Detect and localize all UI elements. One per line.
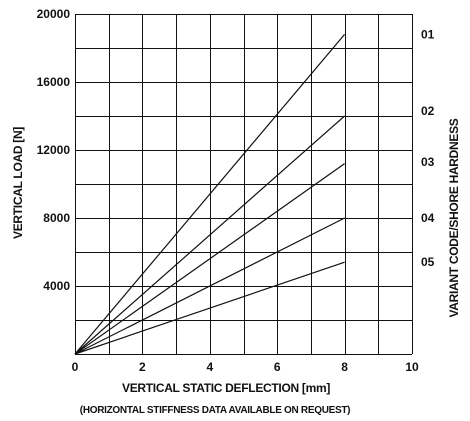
series-line-04 [74,217,345,355]
variant-label: 04 [421,211,435,225]
x-tick-label: 6 [274,360,281,374]
grid [75,14,413,355]
variant-label: 01 [421,27,435,41]
x-tick-labels: 0 2 4 6 8 10 [72,360,419,374]
series-line-02 [74,115,345,355]
right-axis-title: VARIANT CODE/SHORE HARDNESS [447,118,461,317]
y-tick-label: 20000 [37,7,71,21]
series-line-05 [74,261,345,355]
series-line-03 [74,163,345,355]
x-axis-title: VERTICAL STATIC DEFLECTION [mm] [122,381,330,395]
y-tick-label: 12000 [37,143,71,157]
variant-labels: 01 02 03 04 05 [421,27,435,269]
y-tick-label: 16000 [37,75,71,89]
series-lines [74,34,346,355]
y-axis-title: VERTICAL LOAD [N] [11,127,25,239]
variant-label: 02 [421,104,435,118]
variant-label: 05 [421,255,435,269]
y-tick-labels: 4000 8000 12000 16000 20000 [37,7,71,293]
y-tick-label: 8000 [43,211,70,225]
y-tick-label: 4000 [43,279,70,293]
x-tick-label: 10 [405,360,419,374]
variant-label: 03 [421,155,435,169]
x-tick-label: 8 [341,360,348,374]
chart-note: (HORIZONTAL STIFFNESS DATA AVAILABLE ON … [80,405,350,416]
x-tick-label: 4 [206,360,213,374]
series-line-01 [74,34,346,355]
x-tick-label: 0 [72,360,79,374]
x-tick-label: 2 [139,360,146,374]
